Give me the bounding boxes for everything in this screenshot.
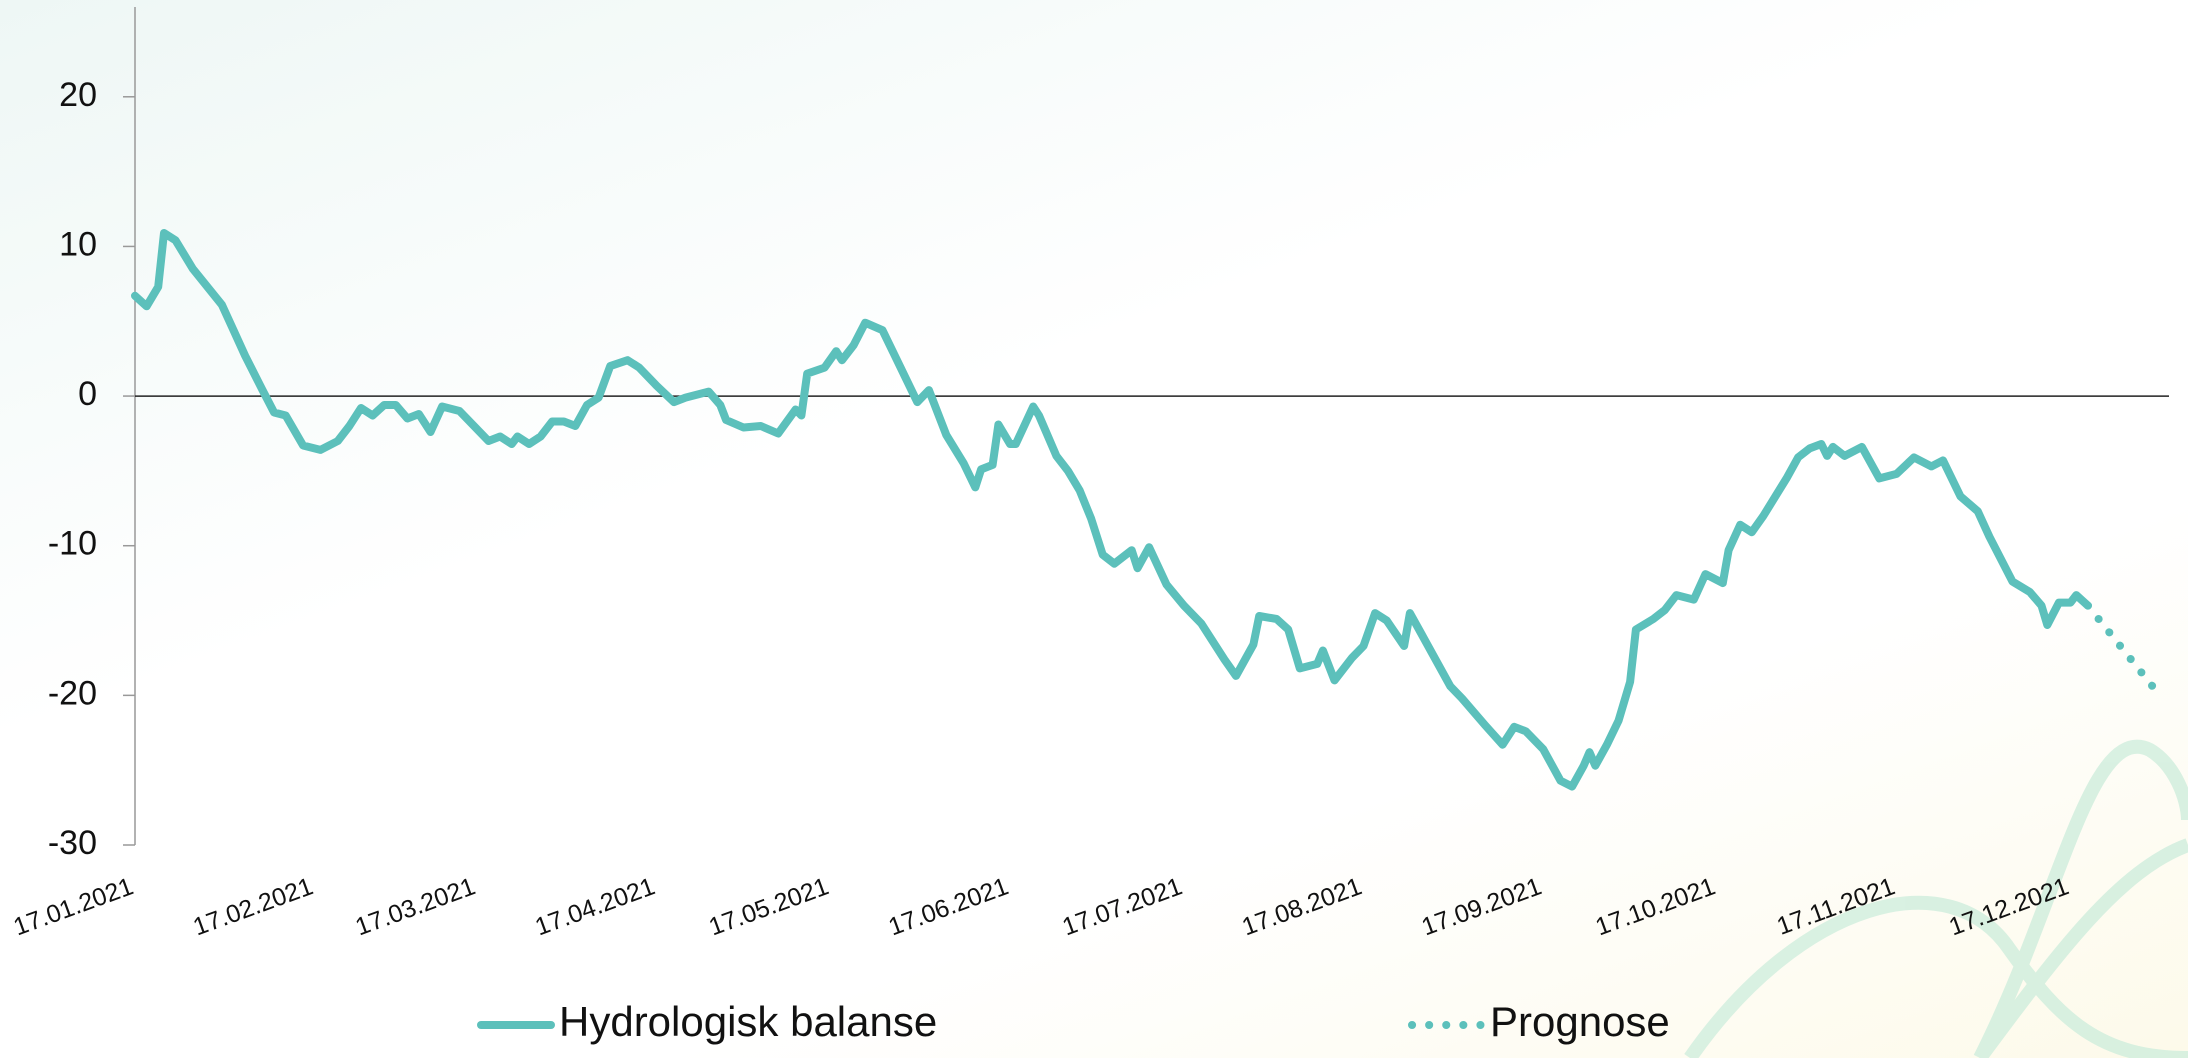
y-tick-label: 0 (78, 375, 97, 413)
x-tick-label: 17.09.2021 (1418, 872, 1545, 941)
y-tick-label: -20 (48, 674, 97, 712)
y-tick-label: -30 (48, 824, 97, 862)
x-tick-label: 17.04.2021 (531, 872, 658, 941)
decoration (1684, 739, 2188, 1058)
x-tick-label: 17.06.2021 (885, 872, 1012, 941)
x-tick-label: 17.05.2021 (705, 872, 832, 941)
y-tick-label: 20 (59, 76, 97, 114)
legend-label: Hydrologisk balanse (559, 998, 937, 1045)
legend-label: Prognose (1490, 998, 1670, 1045)
x-tick-label: 17.01.2021 (10, 872, 137, 941)
data-line (131, 229, 2092, 791)
x-tick-label: 17.03.2021 (352, 872, 479, 941)
x-tick-label: 17.02.2021 (190, 872, 317, 941)
data-line (2083, 601, 2162, 697)
x-tick-label: 17.10.2021 (1592, 872, 1719, 941)
y-tick-label: 10 (59, 225, 97, 263)
x-tick-label: 17.08.2021 (1238, 872, 1365, 941)
y-tick-label: -10 (48, 525, 97, 563)
x-tick-label: 17.07.2021 (1059, 872, 1186, 941)
